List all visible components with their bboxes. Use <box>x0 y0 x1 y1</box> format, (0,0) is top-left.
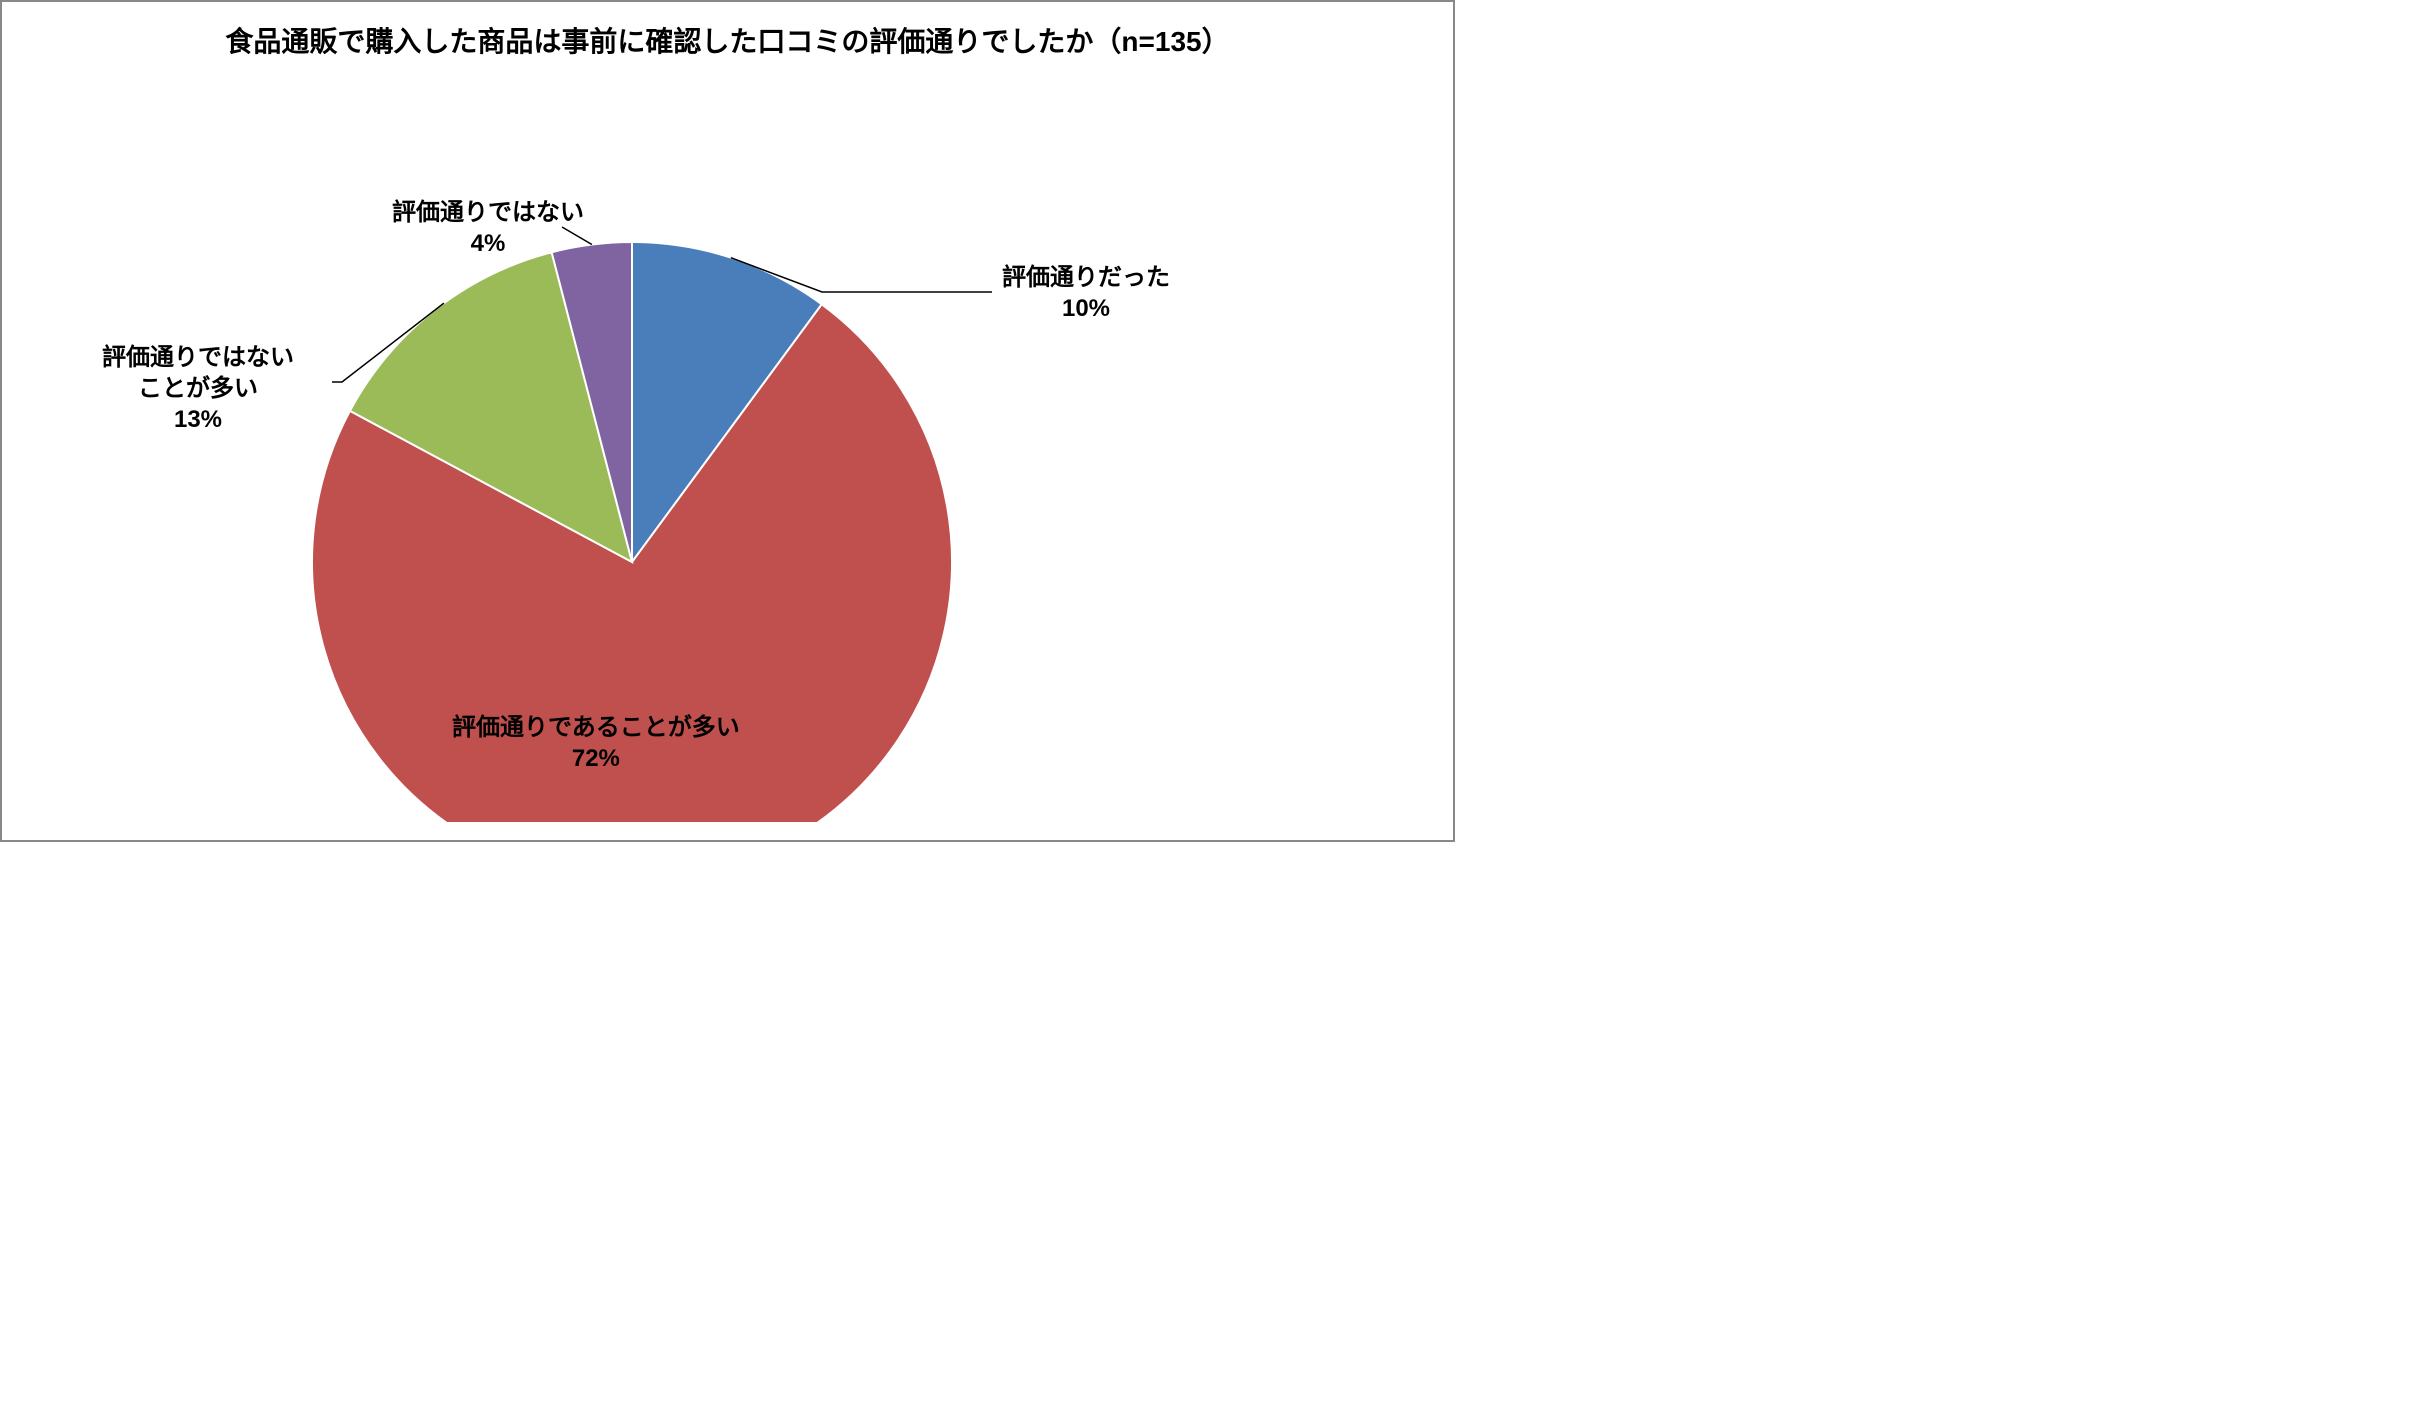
pie-area: 評価通りだった10%評価通りであることが多い72%評価通りではないことが多い13… <box>2 102 1453 820</box>
slice-label-percent: 13% <box>102 404 294 435</box>
slice-label-percent: 4% <box>392 228 584 259</box>
slice-label: 評価通りではないことが多い13% <box>102 342 294 436</box>
chart-title: 食品通販で購入した商品は事前に確認した口コミの評価通りでしたか（n=135） <box>2 20 1453 60</box>
slice-label-text: 評価通りだった <box>1002 262 1170 293</box>
slice-label: 評価通りであることが多い72% <box>452 712 740 774</box>
slice-label-text: 評価通りであることが多い <box>452 712 740 743</box>
slice-label-text: ことが多い <box>102 373 294 404</box>
slice-label: 評価通りではない4% <box>392 197 584 259</box>
slice-label: 評価通りだった10% <box>1002 262 1170 324</box>
slice-label-percent: 72% <box>452 743 740 774</box>
slice-label-text: 評価通りではない <box>102 342 294 373</box>
chart-container: 食品通販で購入した商品は事前に確認した口コミの評価通りでしたか（n=135） 評… <box>0 0 1455 842</box>
slice-label-percent: 10% <box>1002 293 1170 324</box>
slice-label-text: 評価通りではない <box>392 197 584 228</box>
